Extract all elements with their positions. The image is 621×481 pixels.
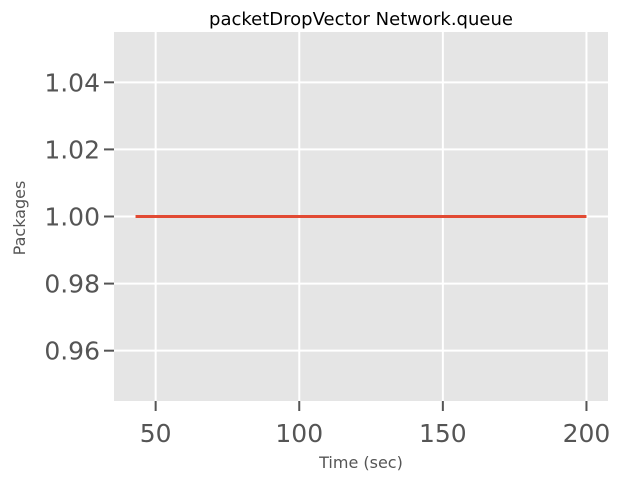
y-tick-label: 1.04 (44, 68, 100, 97)
y-tick-label: 0.98 (44, 270, 100, 299)
x-axis-label: Time (sec) (318, 453, 403, 472)
chart-title: packetDropVector Network.queue (209, 9, 513, 30)
x-tick-label: 200 (563, 419, 611, 448)
y-tick-label: 1.00 (44, 203, 100, 232)
y-tick-label: 0.96 (44, 337, 100, 366)
y-axis-label: Packages (10, 181, 29, 256)
x-tick-label: 100 (275, 419, 323, 448)
x-axis: 50 100 150 200 (140, 401, 611, 448)
x-tick-label: 150 (419, 419, 467, 448)
y-tick-label: 1.02 (44, 135, 100, 164)
y-axis: 0.96 0.98 1.00 1.02 1.04 (44, 68, 114, 366)
x-tick-label: 50 (140, 419, 172, 448)
